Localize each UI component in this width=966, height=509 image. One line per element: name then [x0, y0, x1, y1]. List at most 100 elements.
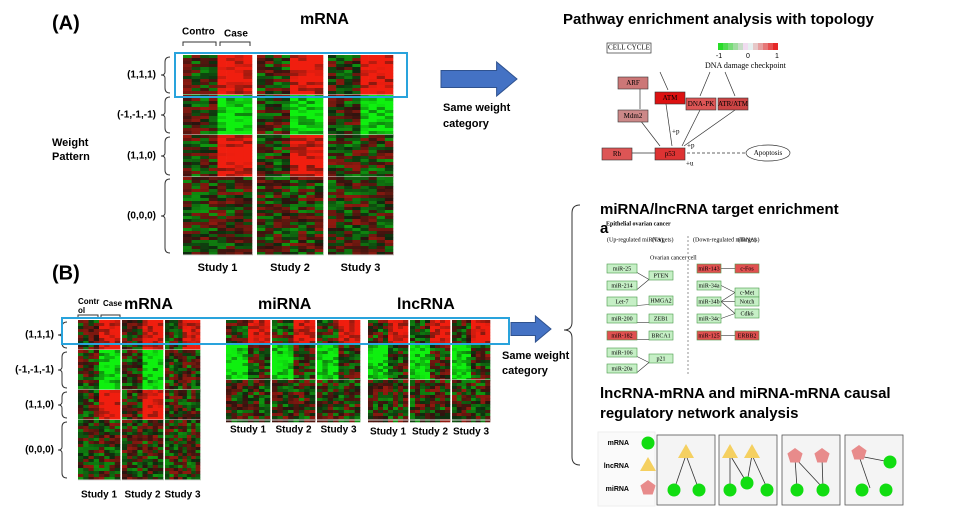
heatmap-cell — [88, 414, 95, 418]
heatmap-cell — [344, 213, 353, 217]
heatmap-cell — [253, 320, 260, 324]
heatmap-cell — [378, 419, 384, 423]
heatmap-cell — [309, 341, 316, 345]
heatmap-cell — [376, 240, 386, 244]
heatmap-cell — [456, 401, 462, 405]
heatmap-cell — [147, 341, 154, 345]
heatmap-cell — [137, 338, 143, 342]
heatmap-cell — [373, 380, 379, 384]
heatmap-cell — [368, 398, 374, 402]
gene-label: p53 — [665, 150, 676, 158]
heatmap-cell — [425, 401, 431, 405]
heatmap-cell — [430, 392, 436, 396]
heatmap-cell — [317, 326, 323, 330]
heatmap-cell — [178, 411, 183, 415]
heatmap-cell — [226, 144, 236, 148]
heatmap-cell — [282, 413, 289, 417]
heatmap-cell — [309, 419, 316, 423]
heatmap-cell — [83, 350, 89, 354]
heatmap-cell — [352, 231, 361, 235]
heatmap-cell — [466, 326, 472, 330]
heatmap-cell — [328, 183, 337, 187]
heatmap-cell — [152, 420, 159, 424]
heatmap-cell — [290, 73, 299, 77]
heatmap-cell — [78, 338, 84, 342]
heatmap-cell — [104, 441, 110, 445]
heatmap-cell — [237, 335, 243, 339]
heatmap-cell — [226, 125, 236, 129]
scale-cell — [763, 43, 768, 50]
heatmap-cell — [306, 243, 316, 247]
heatmap-cell — [265, 58, 274, 62]
heatmap-cell — [368, 85, 378, 89]
edge — [636, 279, 650, 290]
scale-cell — [753, 43, 758, 50]
heatmap-cell — [234, 159, 244, 163]
heatmap-cell — [132, 432, 138, 436]
heatmap-cell — [257, 168, 266, 172]
heatmap-cell — [109, 456, 116, 460]
heatmap-cell — [234, 162, 244, 166]
heatmap-cell — [195, 435, 201, 439]
heatmap-cell — [152, 338, 159, 342]
gene-box — [696, 330, 722, 341]
heatmap-cell — [322, 348, 329, 352]
heatmap-cell — [360, 122, 369, 126]
heatmap-cell — [352, 180, 361, 184]
heatmap-cell — [322, 419, 329, 423]
heatmap-cell — [265, 73, 274, 77]
heatmap-cell — [343, 351, 350, 355]
heatmap-cell — [333, 357, 339, 361]
heatmap-cell — [78, 365, 84, 369]
heatmap-cell — [368, 162, 378, 166]
gene-label: miR-34c — [699, 316, 720, 322]
heatmap-cell — [243, 207, 253, 211]
heatmap-cell — [248, 323, 254, 327]
heatmap-cell — [173, 441, 179, 445]
heatmap-cell — [383, 380, 389, 384]
heatmap-cell — [231, 383, 238, 387]
heatmap-cell — [253, 338, 260, 342]
heatmap-cell — [182, 326, 188, 330]
heatmap-cell — [360, 58, 369, 62]
heatmap-cell — [132, 468, 138, 472]
heatmap-cell — [182, 429, 188, 433]
heatmap-cell — [336, 64, 345, 68]
heatmap-cell — [78, 447, 84, 451]
heatmap-cell — [208, 128, 218, 132]
heatmap-cell — [349, 345, 355, 349]
heatmap-cell — [398, 354, 404, 358]
heatmap-cell — [165, 450, 170, 454]
heatmap-cell — [273, 195, 283, 199]
heatmap-cell — [264, 323, 271, 327]
heatmap-cell — [281, 144, 291, 148]
heatmap-cell — [327, 372, 334, 376]
heatmap-cell — [376, 153, 386, 157]
heatmap-cell — [195, 359, 201, 363]
heatmap-cell — [169, 429, 175, 433]
heatmap-cell — [281, 113, 291, 117]
heatmap-cell — [226, 153, 236, 157]
heatmap-cell — [165, 465, 170, 469]
heatmap-cell — [182, 465, 188, 469]
heatmap-cell — [248, 413, 254, 417]
heatmap-cell — [127, 405, 133, 409]
heatmap-cell — [344, 237, 353, 241]
heatmap-cell — [217, 216, 227, 220]
heatmap-cell — [445, 416, 451, 420]
heatmap-cell — [293, 323, 300, 327]
heatmap-cell — [338, 366, 345, 370]
heatmap-cell — [314, 186, 324, 190]
heatmap-cell — [183, 210, 192, 214]
heatmap-cell — [169, 393, 175, 397]
heatmap-cell — [127, 456, 133, 460]
heatmap-cell — [191, 444, 196, 448]
heatmap-cell — [178, 417, 183, 421]
heatmap-cell — [293, 366, 300, 370]
heatmap-cell — [298, 165, 307, 169]
heatmap-cell — [178, 432, 183, 436]
heatmap-cell — [88, 432, 95, 436]
heatmap-cell — [243, 171, 253, 175]
heatmap-cell — [114, 429, 121, 433]
heatmap-cell — [440, 416, 446, 420]
